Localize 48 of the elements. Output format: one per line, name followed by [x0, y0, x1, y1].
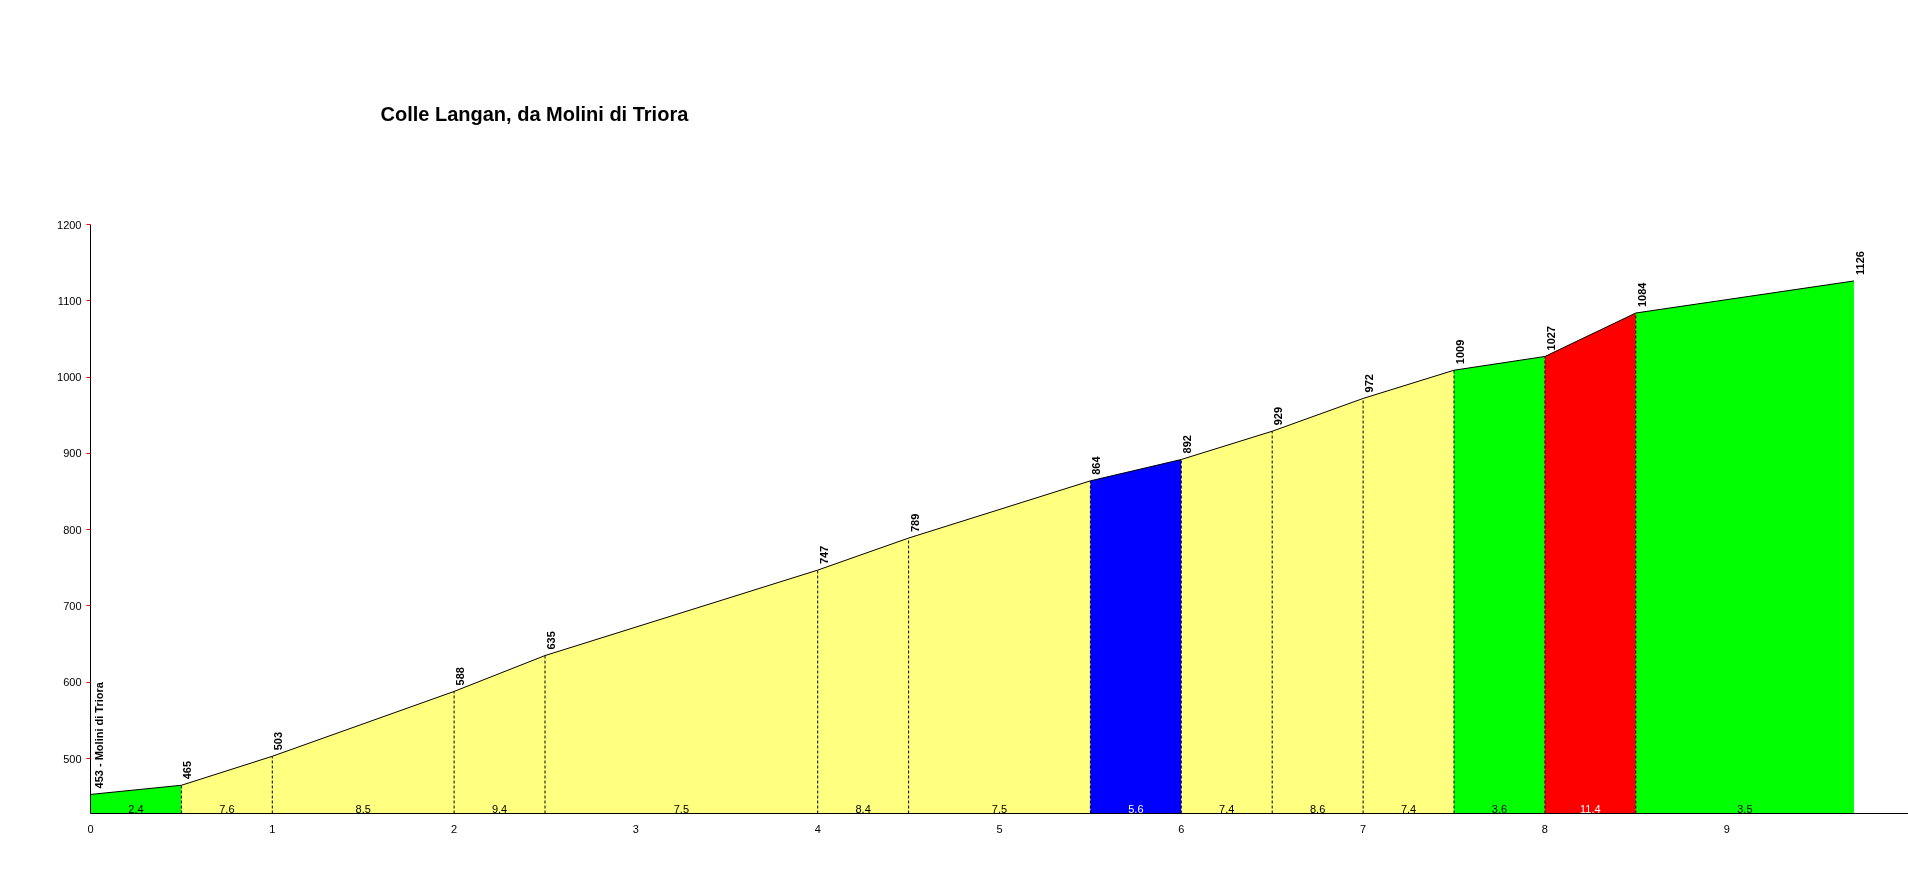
annotation: 588 — [454, 667, 467, 686]
x-tick-label: 2 — [451, 822, 458, 835]
x-tick-label: 9 — [1723, 822, 1730, 835]
annotation: 635 — [545, 631, 557, 650]
annotation: 465 — [181, 760, 194, 780]
y-tick-label: 900 — [63, 447, 82, 460]
annotation: 453 - Molini di Triora — [92, 681, 105, 789]
x-tick-label: 4 — [814, 822, 821, 835]
annotation: 7.5 — [673, 802, 689, 815]
y-tick-label: 1000 — [57, 371, 82, 384]
x-tick-label: 8 — [1541, 822, 1548, 835]
annotation: 1027 — [1544, 326, 1557, 351]
y-tick-label: 500 — [63, 752, 82, 765]
x-tick-label: 3 — [632, 822, 639, 835]
annotation: 2.4 — [128, 802, 144, 815]
annotation: 1084 — [1635, 281, 1648, 307]
y-tick-label: 800 — [63, 523, 82, 536]
annotation: 7.4 — [1400, 802, 1417, 815]
annotation: 8.6 — [1310, 802, 1326, 815]
annotation: 7.5 — [991, 802, 1008, 815]
annotation: 929 — [1272, 406, 1285, 426]
annotation: 7.4 — [1219, 802, 1235, 815]
annotation: 5.6 — [1128, 802, 1144, 815]
annotation: 1009 — [1454, 339, 1466, 365]
annotation: 972 — [1363, 374, 1376, 393]
annotation: 8.5 — [355, 802, 371, 815]
y-tick-label: 1100 — [57, 294, 82, 307]
annotation: 789 — [908, 513, 921, 533]
annotation: 1126 — [1853, 251, 1866, 275]
annotation: 11.4 — [1580, 802, 1601, 815]
annotation: 503 — [272, 731, 285, 751]
x-tick-label: 0 — [87, 822, 94, 835]
y-tick-label: 600 — [63, 676, 82, 689]
y-tick-label: 700 — [63, 599, 82, 612]
y-tick-label: 1200 — [57, 218, 82, 231]
x-tick-label: 6 — [1178, 822, 1185, 835]
annotation: 3.6 — [1491, 802, 1508, 815]
x-tick-label: 5 — [996, 822, 1003, 835]
x-tick-label: 1 — [269, 822, 276, 835]
annotation: 9.4 — [491, 802, 508, 815]
annotation: 7.6 — [219, 802, 235, 815]
annotation: 747 — [817, 545, 830, 565]
x-tick-label: 7 — [1360, 822, 1367, 835]
annotation: 8.4 — [855, 802, 871, 815]
annotation: 892 — [1181, 435, 1194, 454]
annotation: 864 — [1090, 455, 1103, 475]
annotation: 3.5 — [1737, 802, 1753, 815]
chart-title: Colle Langan, da Molini di Triora — [380, 102, 690, 125]
